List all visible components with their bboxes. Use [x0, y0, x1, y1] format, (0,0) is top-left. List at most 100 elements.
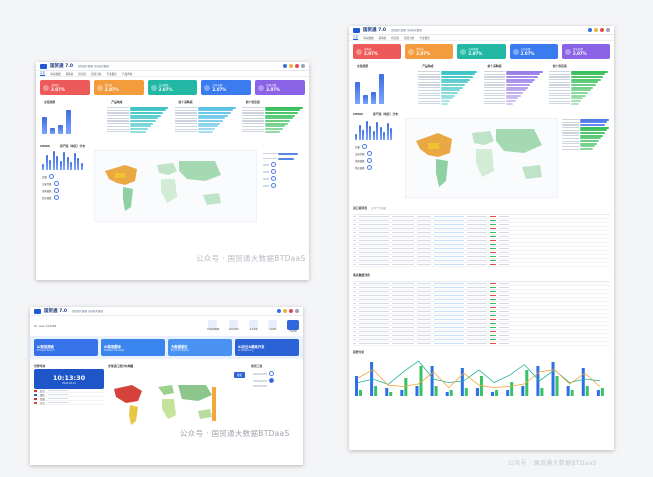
avatar[interactable]: [301, 64, 305, 68]
tool-shortcut[interactable]: 全球贸易数据: [207, 319, 219, 333]
table-row[interactable]: [353, 298, 610, 302]
nav-item[interactable]: 采购商: [378, 36, 387, 40]
nav-item[interactable]: 海关数据: [363, 36, 374, 40]
nav-item[interactable]: 海关数据: [50, 72, 61, 76]
stat-ring: [366, 151, 372, 156]
table-row[interactable]: [353, 235, 610, 239]
tool-shortcut[interactable]: 产品分析: [287, 319, 299, 333]
nav-item[interactable]: 行业报告: [106, 72, 117, 76]
bar-row: [548, 97, 610, 100]
city-row: 东京: [34, 401, 104, 405]
table-row[interactable]: [353, 306, 610, 310]
tools-panel: 常用工具: [251, 363, 299, 430]
table-row[interactable]: [353, 326, 610, 330]
table-row[interactable]: [353, 239, 610, 243]
table-row[interactable]: [353, 223, 610, 227]
table-row[interactable]: [353, 310, 610, 314]
kpi-card[interactable]: 交易金额 2.07%: [509, 44, 558, 59]
table-row[interactable]: [353, 286, 610, 290]
nav-item[interactable]: 行业报告: [419, 36, 430, 40]
table-row[interactable]: [353, 290, 610, 294]
bar-row: [562, 134, 610, 137]
table-row[interactable]: [353, 243, 610, 247]
table-row[interactable]: [353, 294, 610, 298]
trend-line-orange: [357, 369, 601, 389]
kpi-card[interactable]: 交易金额 2.07%: [201, 80, 252, 95]
nav-item[interactable]: 首页: [353, 36, 359, 40]
table-row[interactable]: [353, 330, 610, 334]
kpi-card[interactable]: 采购商 2.07%: [40, 80, 90, 95]
world-map[interactable]: [94, 150, 257, 222]
nav-item[interactable]: 贸易分析: [404, 36, 415, 40]
message-icon[interactable]: [289, 309, 293, 313]
kpi-card[interactable]: 贸易总额 2.07%: [561, 44, 611, 59]
message-icon[interactable]: [600, 28, 604, 32]
feature-card[interactable]: AI智能搜索 BTDaaS Search: [34, 339, 98, 356]
kpi-card[interactable]: 贸易总额 2.07%: [255, 80, 305, 95]
bell-icon[interactable]: [594, 28, 598, 32]
nav-item[interactable]: 贸易分析: [91, 72, 102, 76]
kpi-card[interactable]: 采购商 2.07%: [353, 44, 402, 59]
bell-icon[interactable]: [289, 64, 293, 68]
search-button[interactable]: 搜索: [233, 372, 245, 378]
importer-map[interactable]: [108, 379, 218, 429]
trend-bar-green: [555, 376, 559, 396]
world-map[interactable]: [405, 118, 558, 198]
nav-item[interactable]: 供应商: [78, 72, 87, 76]
stat-bar: [383, 132, 385, 140]
table-row[interactable]: [353, 322, 610, 326]
feature-card[interactable]: AI智能翻译 BTDaaS Translate: [101, 339, 165, 356]
bell-icon[interactable]: [283, 309, 287, 313]
table-row[interactable]: [353, 227, 610, 231]
tool-shortcut[interactable]: 行业报告: [268, 319, 277, 333]
table-row[interactable]: [353, 251, 610, 255]
table-row[interactable]: [353, 231, 610, 235]
feature-card[interactable]: 大数据报告 Big Data Report: [168, 339, 232, 356]
nav-item[interactable]: 首页: [40, 72, 46, 76]
table-row[interactable]: [353, 259, 610, 263]
kpi-card[interactable]: 供应商 2.07%: [93, 80, 144, 95]
kpi-icon: [564, 48, 571, 55]
search-icon[interactable]: [588, 28, 592, 32]
city-name: 北京: [40, 389, 45, 393]
tool-shortcut[interactable]: 进出口统计: [229, 319, 239, 333]
nav-item[interactable]: 供应商: [391, 36, 400, 40]
table-row[interactable]: [353, 247, 610, 251]
trend-bar-green: [600, 388, 604, 396]
table-row[interactable]: [353, 342, 610, 346]
refresh-icon[interactable]: [269, 371, 274, 376]
table-row[interactable]: [353, 282, 610, 286]
tool-shortcut[interactable]: 企业背调: [249, 319, 258, 333]
welcome-text: Hi, user 123456: [34, 324, 57, 328]
avatar[interactable]: [606, 28, 610, 32]
suppliers-panel: 前十供应商: [241, 98, 305, 136]
bar-row: [418, 73, 479, 76]
search-icon[interactable]: [277, 309, 281, 313]
phone-icon[interactable]: [269, 378, 274, 383]
table-row[interactable]: [353, 334, 610, 338]
city-row: 北京: [34, 389, 104, 393]
bar-row: [562, 118, 610, 121]
search-icon[interactable]: [283, 64, 287, 68]
table-row[interactable]: [353, 215, 610, 219]
avatar[interactable]: [295, 309, 299, 313]
feature-card[interactable]: AI定位&精准开发 AI Positioning: [235, 339, 299, 356]
world-clock-panel: 世界时钟 10:13:30 2024-03-15 北京 纽约 伦敦 东京: [34, 363, 104, 430]
table-row[interactable]: [353, 338, 610, 342]
kpi-card[interactable]: 交易笔数 2.07%: [457, 44, 506, 59]
table-row[interactable]: [353, 255, 610, 259]
table-row[interactable]: [353, 302, 610, 306]
nav-item[interactable]: 采购商: [65, 72, 74, 76]
panel-title: 前十供应商: [552, 64, 567, 68]
table-row[interactable]: [353, 318, 610, 322]
table-row[interactable]: [353, 314, 610, 318]
kpi-card[interactable]: 供应商 2.07%: [405, 44, 454, 59]
table-row[interactable]: [353, 263, 610, 267]
nav-item[interactable]: 产品查询: [121, 72, 133, 76]
kpi-card[interactable]: 交易笔数 2.07%: [147, 80, 198, 95]
bar-row: [418, 102, 479, 105]
kpi-value: 2.07%: [266, 87, 281, 92]
trend-bar-green: [359, 390, 362, 396]
message-icon[interactable]: [295, 64, 299, 68]
table-row[interactable]: [353, 219, 610, 223]
